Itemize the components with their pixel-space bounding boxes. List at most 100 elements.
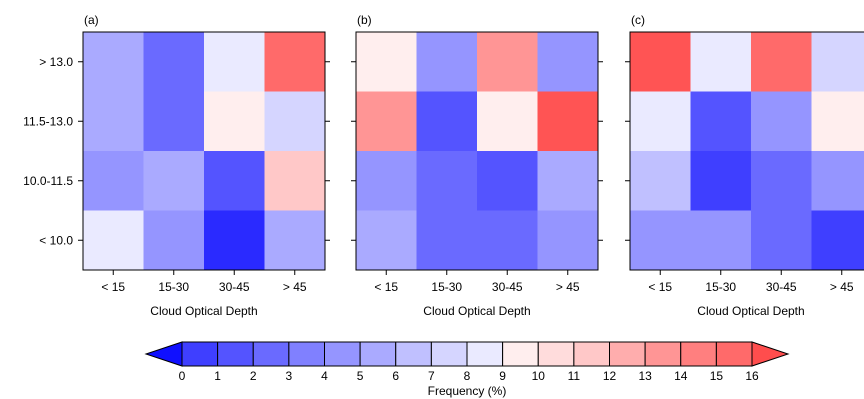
heatmap-panels: > 13.0 11.5-13.0 10.0-11.5 < 10.0 < 15 15-30 3… xyxy=(23,13,864,318)
x-tick-label: > 45 xyxy=(556,280,580,294)
colorbar-tick-label: 4 xyxy=(321,369,328,383)
heatmap-cell xyxy=(416,32,478,92)
heatmap-cell xyxy=(356,32,417,92)
heatmap-cell xyxy=(537,210,599,271)
heatmap-cell xyxy=(751,91,812,152)
x-axis-label: Cloud Optical Depth xyxy=(150,304,257,318)
heatmap-cell xyxy=(537,91,599,152)
x-tick-label: < 15 xyxy=(648,280,672,294)
heatmap-cell xyxy=(630,151,691,211)
colorbar-tick-label: 12 xyxy=(603,369,617,383)
heatmap-cell xyxy=(537,151,599,211)
colorbar-segment xyxy=(217,341,254,367)
heatmap-cell xyxy=(83,91,144,152)
heatmap-cell xyxy=(83,151,144,211)
colorbar-segment xyxy=(395,341,432,367)
heatmap-cell xyxy=(356,210,417,271)
colorbar-tick-label: 5 xyxy=(357,369,364,383)
colorbar-tick-label: 9 xyxy=(499,369,506,383)
panel-label: (c) xyxy=(631,13,645,27)
heatmap-cell xyxy=(811,151,864,211)
heatmap-cell xyxy=(751,32,812,92)
colorbar-tick-label: 6 xyxy=(392,369,399,383)
colorbar-segment xyxy=(609,341,646,367)
x-tick-label: 30-45 xyxy=(766,280,797,294)
heatmap-cell xyxy=(204,91,265,152)
heatmap-cell xyxy=(143,210,205,271)
heatmap-cell xyxy=(264,151,326,211)
panel-label: (b) xyxy=(357,13,372,27)
colorbar-tick-label: 3 xyxy=(286,369,293,383)
colorbar-label: Frequency (%) xyxy=(428,384,507,398)
colorbar-tick-label: 15 xyxy=(710,369,724,383)
colorbar-segment xyxy=(466,341,504,367)
x-tick-label: 30-45 xyxy=(219,280,250,294)
colorbar-over-arrow xyxy=(751,341,790,367)
colorbar-segment xyxy=(252,341,290,367)
colorbar-tick-label: 7 xyxy=(428,369,435,383)
heatmap-cell xyxy=(416,91,478,152)
x-tick-label: 30-45 xyxy=(492,280,523,294)
heatmap-cell xyxy=(630,210,691,271)
heatmap-cell xyxy=(630,91,691,152)
colorbar-segment xyxy=(181,341,219,367)
heatmap-cell xyxy=(811,210,864,271)
colorbar-tick-label: 2 xyxy=(250,369,257,383)
heatmap-cell xyxy=(356,151,417,211)
colorbar-segment xyxy=(359,341,397,367)
heatmap-cell xyxy=(264,91,326,152)
heatmap-cell xyxy=(264,210,326,271)
x-axis-label: Cloud Optical Depth xyxy=(423,304,530,318)
heatmap-cell xyxy=(690,151,752,211)
panel-frame xyxy=(82,31,326,271)
y-tick-label: > 13.0 xyxy=(39,55,73,69)
heatmap-cell xyxy=(477,32,538,92)
colorbar-tick-label: 8 xyxy=(464,369,471,383)
heatmap-cell xyxy=(204,210,265,271)
heatmap-cell xyxy=(83,210,144,271)
heatmap-cell xyxy=(690,91,752,152)
heatmap-cell xyxy=(537,32,599,92)
x-tick-label: > 45 xyxy=(830,280,854,294)
y-tick-label: 11.5-13.0 xyxy=(23,114,73,128)
colorbar-tick-label: 16 xyxy=(745,369,759,383)
x-tick-label: 15-30 xyxy=(158,280,189,294)
heatmap-cell xyxy=(630,32,691,92)
colorbar-tick-label: 0 xyxy=(179,369,186,383)
x-tick-label: 15-30 xyxy=(705,280,736,294)
heatmap-cell xyxy=(356,91,417,152)
panel-label: (a) xyxy=(84,13,99,27)
x-axis-label: Cloud Optical Depth xyxy=(697,304,804,318)
heatmap-cell xyxy=(751,151,812,211)
heatmap-cell xyxy=(204,151,265,211)
heatmap-cell xyxy=(811,91,864,152)
colorbar-segment xyxy=(644,341,682,367)
heatmap-cell xyxy=(477,210,538,271)
panel-frame xyxy=(355,31,599,271)
colorbar-segment xyxy=(537,341,575,367)
colorbar-segment xyxy=(680,341,717,367)
heatmap-cell xyxy=(83,32,144,92)
colorbar-segment xyxy=(573,341,610,367)
heatmap-cell xyxy=(477,151,538,211)
panel-frame xyxy=(629,31,864,271)
colorbar-tick-label: 10 xyxy=(532,369,546,383)
colorbar-under-arrow xyxy=(144,341,183,367)
heatmap-cell xyxy=(264,32,326,92)
y-tick-label: < 10.0 xyxy=(39,233,73,247)
heatmap-cell xyxy=(204,32,265,92)
colorbar-segment xyxy=(715,341,753,367)
heatmap-cell xyxy=(690,32,752,92)
heatmap-panel-2: < 15 15-30 30-45 > 45 Cloud Optical Depth (b) xyxy=(351,13,603,318)
heatmap-cell xyxy=(690,210,752,271)
x-tick-label: 15-30 xyxy=(431,280,462,294)
colorbar-segment xyxy=(502,341,539,367)
heatmap-cell xyxy=(416,210,478,271)
heatmap-cell xyxy=(751,210,812,271)
heatmap-cell xyxy=(143,91,205,152)
heatmap-cell xyxy=(811,32,864,92)
heatmap-cell xyxy=(143,32,205,92)
heatmap-cell xyxy=(477,91,538,152)
colorbar-tick-label: 1 xyxy=(214,369,221,383)
